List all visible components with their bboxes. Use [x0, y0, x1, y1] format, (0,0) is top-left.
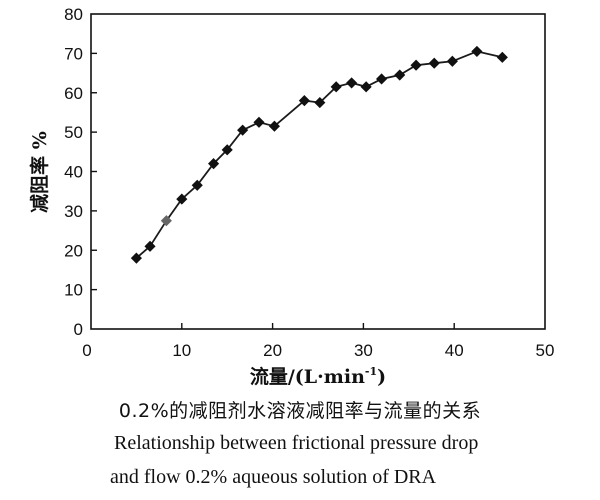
y-tick-label: 80 [64, 5, 83, 24]
x-tick-label: 50 [536, 341, 555, 360]
series-line [135, 50, 503, 259]
data-point-marker [394, 69, 406, 81]
data-point-marker [314, 97, 326, 109]
data-point-marker [410, 59, 422, 71]
data-point-marker [446, 55, 458, 67]
x-axis-label-main: 流量/(L·min [250, 365, 365, 388]
y-tick-label: 60 [64, 84, 83, 103]
y-axis-label: 减阻率 % [28, 131, 51, 213]
data-point-marker [191, 179, 203, 191]
data-point-marker [253, 116, 265, 128]
caption-english-line-2: and flow 0.2% aqueous solution of DRA [110, 466, 437, 488]
x-axis-label-superscript: -1 [365, 365, 377, 378]
y-tick-label: 70 [64, 44, 83, 63]
x-tick-label: 10 [172, 341, 191, 360]
y-tick-label: 0 [74, 320, 83, 339]
data-point-marker [471, 45, 483, 57]
data-point-marker [221, 144, 233, 156]
y-tick-label: 10 [64, 281, 83, 300]
y-tick-label: 40 [64, 163, 83, 182]
data-point-marker [160, 215, 172, 227]
y-tick-label: 30 [64, 202, 83, 221]
data-point-marker [428, 57, 440, 69]
data-point-marker [208, 158, 220, 170]
y-tick-label: 50 [64, 123, 83, 142]
data-point-marker [360, 81, 372, 93]
caption-english-line-1: Relationship between frictional pressure… [114, 432, 479, 454]
x-tick-label: 20 [263, 341, 282, 360]
data-point-marker [176, 193, 188, 205]
data-point-marker [144, 240, 156, 252]
x-axis-label-close: ) [377, 366, 386, 388]
x-tick-label: 0 [82, 341, 91, 360]
y-tick-label: 20 [64, 241, 83, 260]
plot-area: 0 10 20 30 40 50 60 70 80 0 10 20 30 40 50 [64, 5, 554, 360]
data-point-marker [375, 73, 388, 85]
data-point-marker [268, 120, 280, 132]
data-point-marker [346, 77, 358, 89]
x-axis-label: 流量/(L·min-1) [250, 365, 386, 388]
plot-frame [90, 13, 546, 330]
caption-chinese: 0.2%的减阻剂水溶液减阻率与流量的关系 [118, 400, 482, 422]
data-point-marker [330, 81, 342, 93]
data-point-marker [496, 51, 508, 63]
data-point-marker [237, 124, 249, 136]
x-tick-label: 40 [445, 341, 464, 360]
data-point-marker [298, 95, 310, 107]
x-tick-label: 30 [354, 341, 373, 360]
data-point-marker [130, 252, 142, 264]
